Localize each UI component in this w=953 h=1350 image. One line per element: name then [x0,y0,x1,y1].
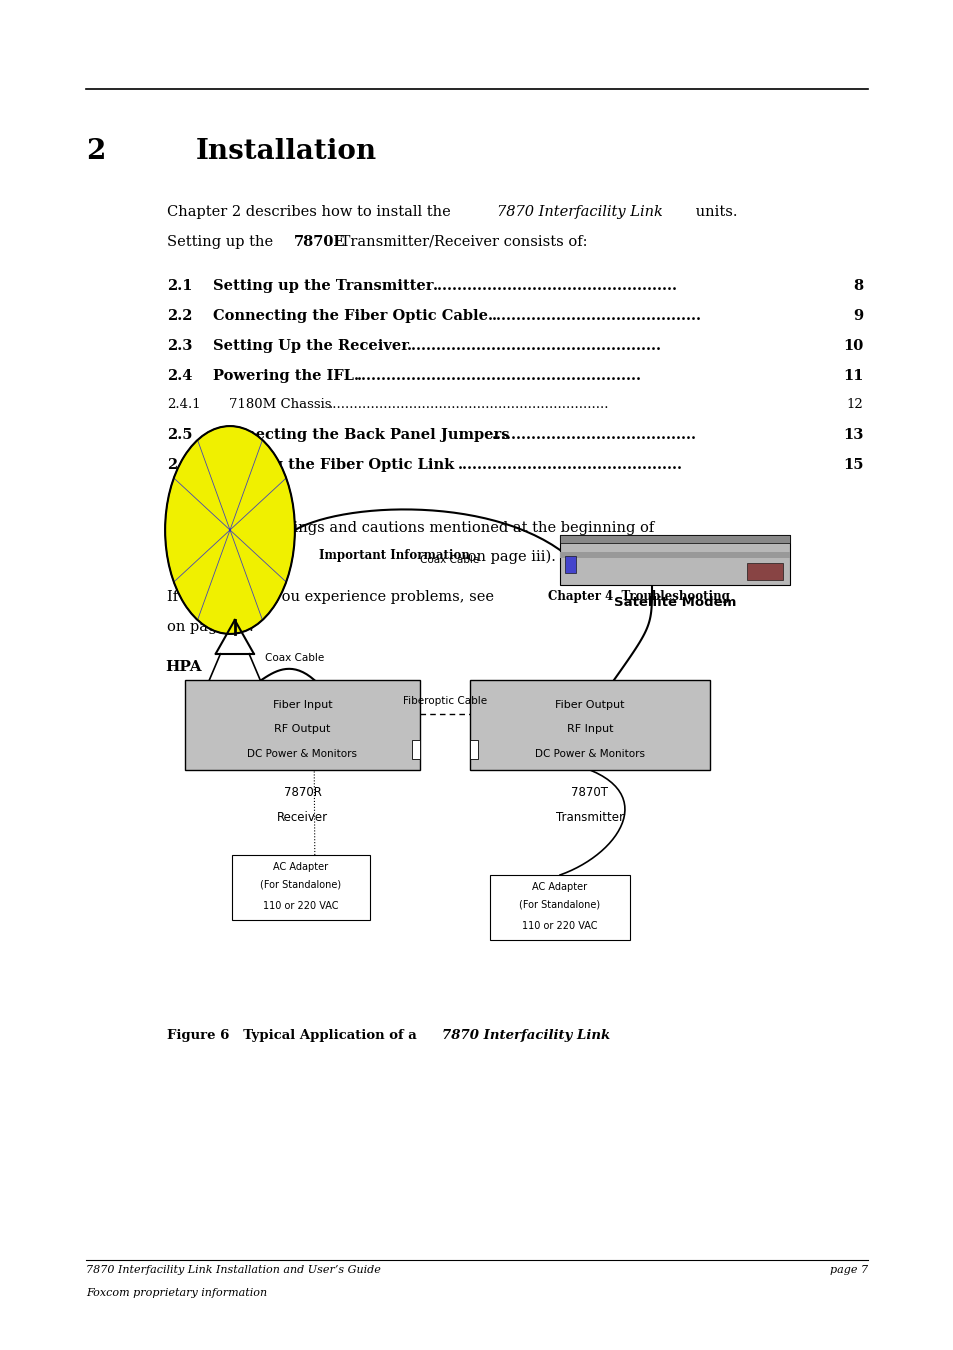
FancyBboxPatch shape [470,740,477,759]
FancyBboxPatch shape [412,740,419,759]
Text: 7870 Interfacility Link: 7870 Interfacility Link [497,205,662,219]
Text: 2.2: 2.2 [167,309,193,323]
Text: 2.5: 2.5 [167,428,193,441]
Text: Figure 6   Typical Application of a: Figure 6 Typical Application of a [167,1029,421,1042]
Text: this manual (See: this manual (See [167,549,301,563]
Text: Connecting the Back Panel Jumpers: Connecting the Back Panel Jumpers [213,428,509,441]
Text: on page iii).: on page iii). [462,549,556,564]
Text: 110 or 220 VAC: 110 or 220 VAC [263,900,338,911]
Text: 9: 9 [852,309,862,323]
Text: Foxcom proprietary information: Foxcom proprietary information [86,1288,267,1297]
Text: Important Information: Important Information [319,549,470,563]
FancyBboxPatch shape [559,535,789,543]
Text: .........................................................: ........................................… [356,369,640,382]
Text: ..........................................: ........................................… [492,309,701,323]
FancyBboxPatch shape [470,680,709,769]
FancyBboxPatch shape [185,680,419,769]
Text: AC Adapter: AC Adapter [532,882,587,892]
Text: Chapter 4  Troubleshooting: Chapter 4 Troubleshooting [547,590,729,603]
Text: (For Standalone): (For Standalone) [260,879,341,890]
Text: 15: 15 [842,458,862,471]
Text: 110 or 220 VAC: 110 or 220 VAC [521,921,598,930]
Text: page 7: page 7 [829,1265,867,1274]
Text: RF Output: RF Output [274,725,331,734]
Text: 7870 Interfacility Link Installation and User’s Guide: 7870 Interfacility Link Installation and… [86,1265,380,1274]
Text: ...................................................: ........................................… [407,339,661,352]
Text: 7870E: 7870E [294,235,345,248]
Text: units.: units. [691,205,737,219]
Text: 7870R: 7870R [283,786,321,799]
Text: 13: 13 [842,428,862,441]
Text: 10: 10 [842,339,862,352]
Text: (For Standalone): (For Standalone) [518,899,600,910]
FancyBboxPatch shape [559,552,789,558]
Text: on page 25.: on page 25. [167,620,253,633]
Text: 11: 11 [842,369,862,382]
Text: Receiver: Receiver [276,810,328,824]
FancyBboxPatch shape [490,875,629,940]
FancyBboxPatch shape [746,563,782,579]
Text: 12: 12 [845,398,862,412]
Text: 7180M Chassis: 7180M Chassis [229,398,331,412]
Text: 2: 2 [86,138,105,165]
Text: HPA: HPA [165,660,201,674]
Text: 8: 8 [852,279,862,293]
Text: .............................................: ........................................… [457,458,682,471]
Text: 2.4: 2.4 [167,369,193,382]
FancyBboxPatch shape [559,535,789,585]
FancyBboxPatch shape [564,556,576,572]
Text: AC Adapter: AC Adapter [274,861,328,872]
Text: Coax Cable: Coax Cable [420,555,479,566]
Text: 2.4.1: 2.4.1 [167,398,200,412]
Text: Installation: Installation [195,138,376,165]
Text: DC Power & Monitors: DC Power & Monitors [247,749,357,759]
Text: Fiber Input: Fiber Input [273,701,332,710]
Text: 2.1: 2.1 [167,279,193,293]
Text: .................................................: ........................................… [433,279,677,293]
Text: 7870 Interfacility Link: 7870 Interfacility Link [442,1029,610,1042]
Text: Chapter 2 describes how to install the: Chapter 2 describes how to install the [167,205,455,219]
Text: Transmitter/Receiver consists of:: Transmitter/Receiver consists of: [335,235,587,248]
Text: RF Input: RF Input [566,725,613,734]
Text: 7870T: 7870T [571,786,608,799]
Text: Aligning the Fiber Optic Link: Aligning the Fiber Optic Link [213,458,454,471]
Text: Fiber Output: Fiber Output [555,701,624,710]
Text: Setting up the Transmitter: Setting up the Transmitter [213,279,433,293]
Text: Setting Up the Receiver: Setting Up the Receiver [213,339,408,352]
Text: 2.3: 2.3 [167,339,193,352]
Text: If after set-up you experience problems, see: If after set-up you experience problems,… [167,590,498,603]
Text: ..................................................................: ........................................… [328,398,608,412]
Text: 2.6: 2.6 [167,458,193,471]
Text: Setting up the: Setting up the [167,235,277,248]
Text: Powering the IFL.: Powering the IFL. [213,369,358,382]
Text: Transmitter: Transmitter [556,810,623,824]
Ellipse shape [165,427,294,634]
Text: Connecting the Fiber Optic Cable.: Connecting the Fiber Optic Cable. [213,309,493,323]
Text: Fiberoptic Cable: Fiberoptic Cable [402,697,487,706]
Text: Observe all warnings and cautions mentioned at the beginning of: Observe all warnings and cautions mentio… [167,521,654,535]
Text: .........................................: ........................................… [492,428,696,441]
Text: Satellite Modem: Satellite Modem [613,595,736,609]
Text: DC Power & Monitors: DC Power & Monitors [535,749,644,759]
FancyBboxPatch shape [232,855,370,919]
Text: Coax Cable: Coax Cable [265,653,324,663]
